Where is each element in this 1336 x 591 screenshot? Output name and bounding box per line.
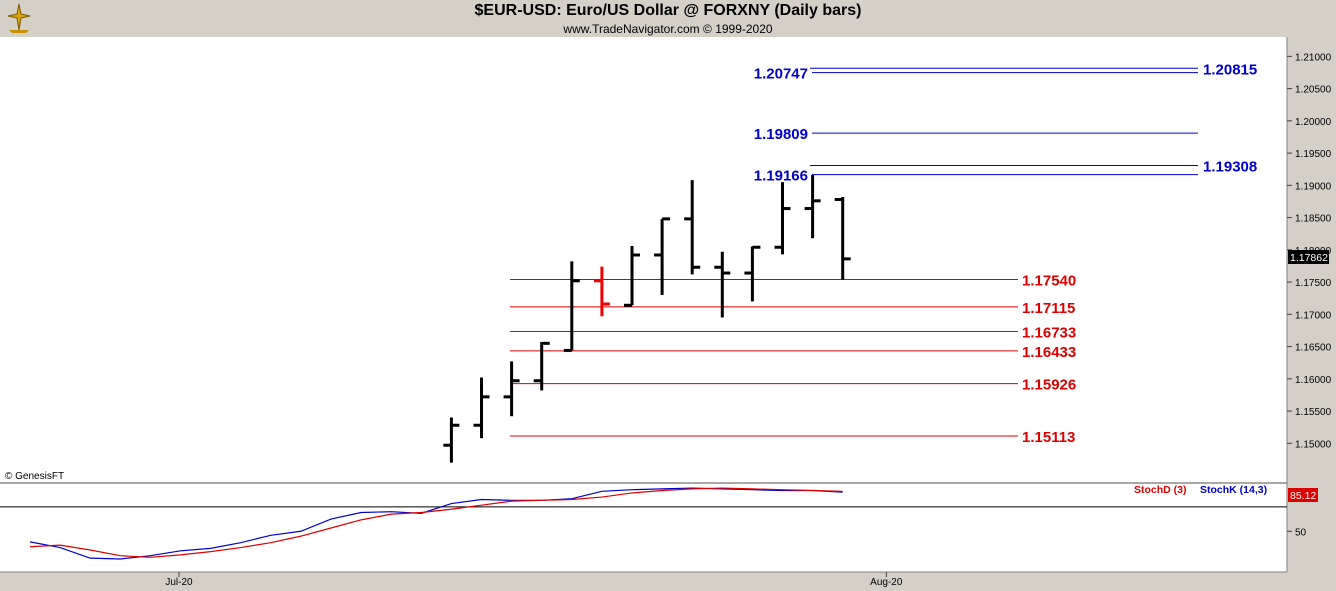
- oscillator-panel-background: [0, 484, 1287, 572]
- last-price-badge: 1.17862: [1288, 250, 1329, 264]
- chart-title: $EUR-USD: Euro/US Dollar @ FORXNY (Daily…: [474, 2, 862, 19]
- price-tick-label: 1.21000: [1295, 52, 1332, 63]
- level-label: 1.19809: [754, 126, 808, 143]
- level-label: 1.15113: [1022, 429, 1075, 446]
- legend-stochk: StochK (14,3): [1200, 484, 1267, 496]
- ohlc-bars: [443, 175, 851, 463]
- level-label: 1.17540: [1022, 272, 1076, 289]
- price-tick-label: 1.20000: [1295, 117, 1332, 128]
- price-tick-label: 1.15000: [1295, 439, 1332, 450]
- ohlc-bar: [624, 245, 640, 307]
- price-tick-label: 1.19500: [1295, 149, 1332, 160]
- copyright-label: © GenesisFT: [5, 471, 64, 482]
- legend-stochd: StochD (3): [1134, 484, 1187, 496]
- ohlc-bar: [503, 361, 520, 417]
- stochastic-oscillator: 50: [0, 487, 1307, 560]
- price-levels: 1.20815 1.20747 1.19809 1.19308 1.19166 1.175…: [510, 61, 1257, 446]
- ohlc-bar: [684, 180, 701, 275]
- level-label: 1.20747: [754, 66, 808, 83]
- level-label: 1.19308: [1203, 158, 1257, 175]
- time-axis: Jul-20 Aug-20: [165, 572, 903, 588]
- ohlc-bar: [473, 377, 490, 439]
- price-tick-label: 1.16000: [1295, 375, 1332, 386]
- ohlc-bar: [834, 196, 851, 280]
- ohlc-bar: [443, 417, 460, 463]
- level-label: 1.15926: [1022, 377, 1076, 394]
- level-label: 1.17115: [1022, 300, 1075, 317]
- price-tick-label: 1.16500: [1295, 343, 1332, 354]
- ohlc-bar: [714, 251, 731, 318]
- ohlc-bar: [744, 245, 761, 302]
- level-label: 1.16733: [1022, 325, 1076, 342]
- price-tick-label: 1.17000: [1295, 310, 1332, 321]
- ohlc-bar: [533, 341, 550, 391]
- level-label: 1.19166: [754, 168, 808, 185]
- last-stoch-label: 85.12: [1290, 490, 1316, 502]
- price-tick-label: 1.15500: [1295, 407, 1332, 418]
- ohlc-bar: [593, 266, 610, 317]
- price-tick-label: 1.18500: [1295, 214, 1332, 225]
- chart-header: $EUR-USD: Euro/US Dollar @ FORXNY (Daily…: [0, 0, 1336, 37]
- level-label: 1.16433: [1022, 344, 1076, 361]
- ohlc-bar: [774, 182, 791, 255]
- stoch-tick-label: 50: [1295, 527, 1307, 538]
- chart-subtitle: www.TradeNavigator.com © 1999-2020: [563, 22, 773, 36]
- ohlc-bar: [563, 261, 580, 352]
- time-tick-label: Jul-20: [165, 577, 193, 588]
- ohlc-bar: [654, 217, 671, 295]
- price-tick-label: 1.17500: [1295, 278, 1332, 289]
- stoch-series-line: [29, 487, 843, 558]
- level-label: 1.20815: [1203, 61, 1257, 78]
- price-tick-label: 1.19000: [1295, 181, 1332, 192]
- price-panel-background: [0, 37, 1287, 482]
- last-stoch-badge: 85.12: [1288, 488, 1318, 502]
- price-tick-label: 1.20500: [1295, 85, 1332, 96]
- ohlc-bar: [804, 175, 821, 239]
- time-tick-label: Aug-20: [870, 577, 903, 588]
- last-price-label: 1.17862: [1290, 252, 1328, 264]
- genesis-logo-icon: [7, 3, 31, 33]
